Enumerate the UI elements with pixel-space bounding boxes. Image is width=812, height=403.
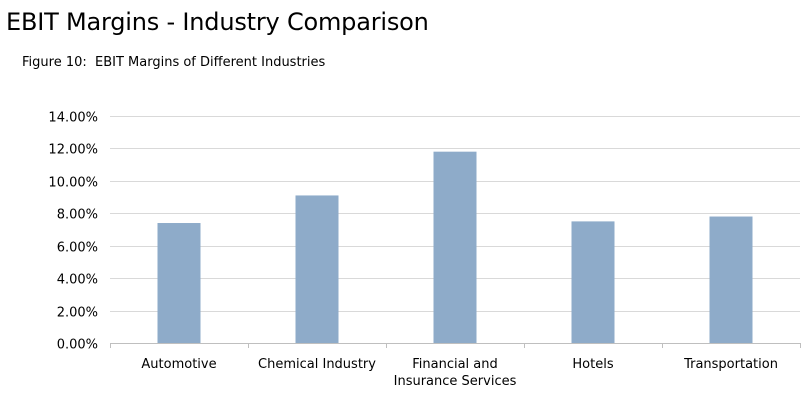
axes [110,343,801,348]
y-tick-label: 10.00% [48,176,98,191]
y-tick-label: 14.00% [48,111,98,126]
x-tick-label: Chemical Industry [258,357,376,372]
y-tick-label: 0.00% [57,338,98,353]
y-tick-label: 8.00% [57,208,98,223]
bar [157,223,201,343]
y-tick-label: 12.00% [48,143,98,158]
y-tick-label: 2.00% [57,306,98,321]
bars [157,151,753,343]
page-title: EBIT Margins - Industry Comparison [6,8,429,36]
bar [709,216,753,343]
y-tick-label: 6.00% [57,241,98,256]
x-tick-label: Hotels [572,357,613,372]
figure-caption: Figure 10: EBIT Margins of Different Ind… [22,55,326,70]
bar [571,221,615,343]
y-tick-label: 4.00% [57,273,98,288]
bar [433,151,477,343]
tick-labels: 0.00% 2.00% 4.00% 6.00% 8.00% 10.00% 12.00% 14.… [48,111,778,390]
x-tick-label: Transportation [683,357,778,372]
x-tick-label: Financial and [412,357,498,372]
bar [295,195,339,343]
x-tick-label: Insurance Services [394,374,517,389]
x-tick-label: Automotive [141,357,216,372]
